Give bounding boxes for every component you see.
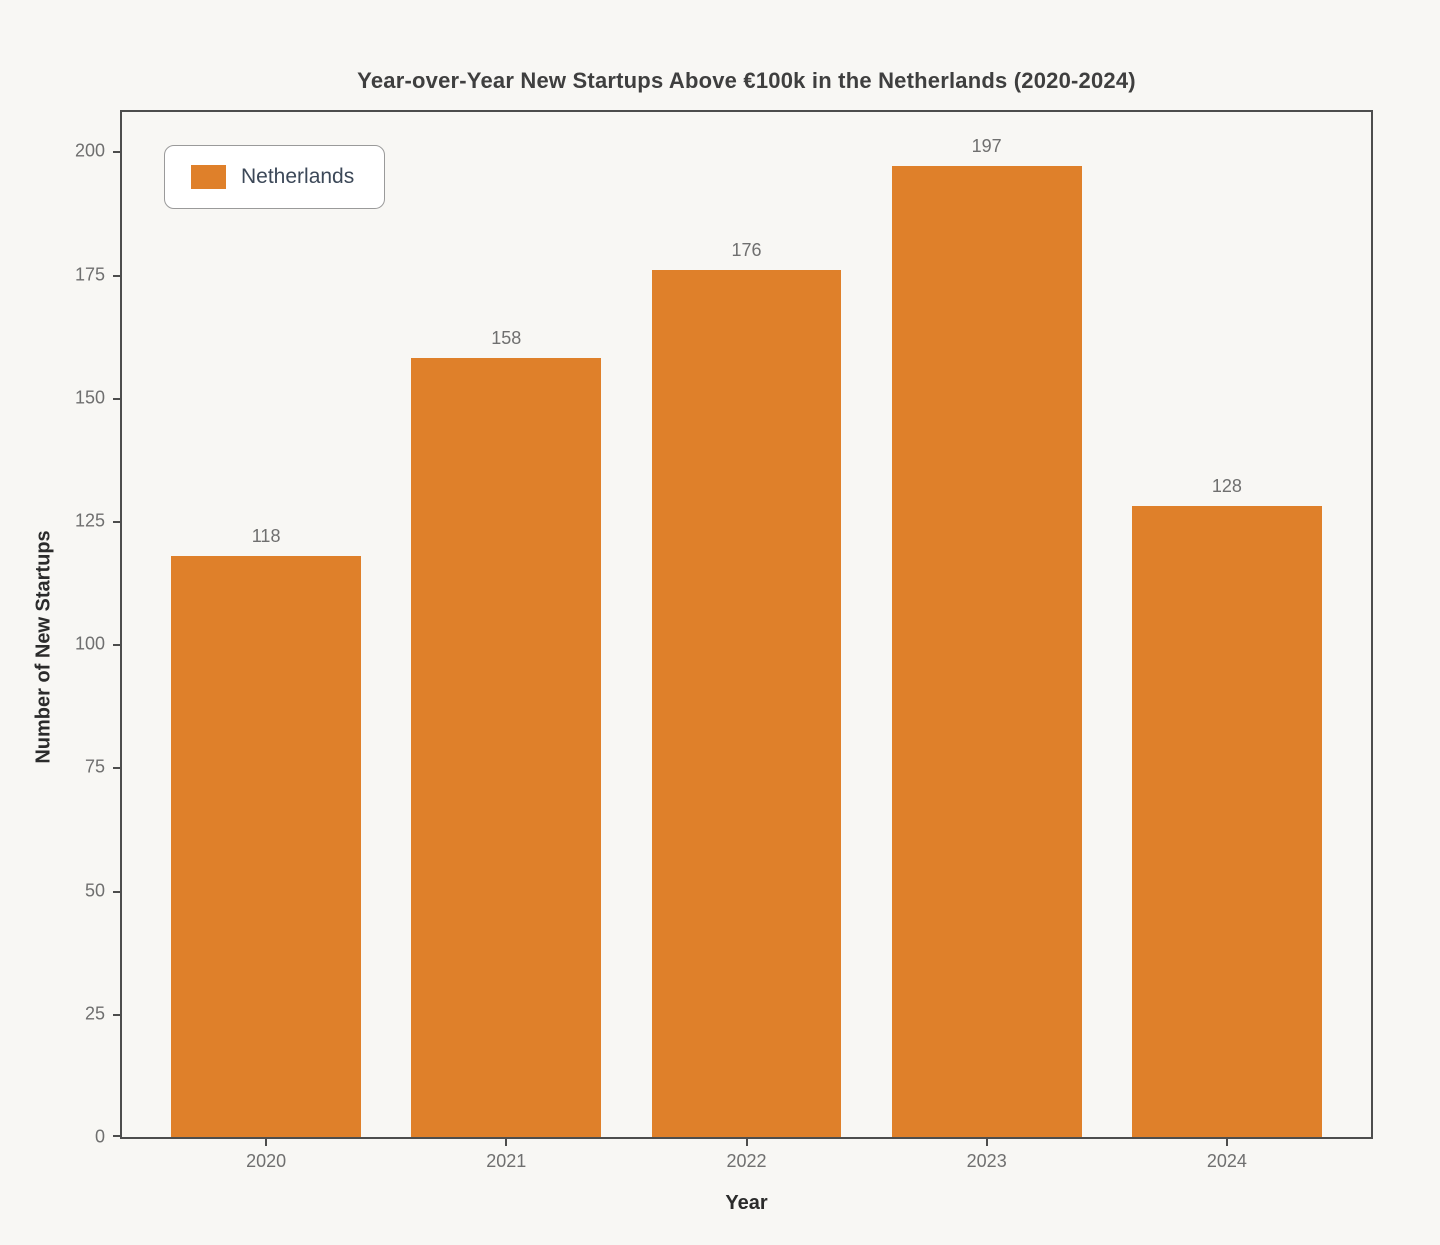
- bar-2022: [651, 269, 842, 1137]
- x-tick-label: 2024: [1206, 1151, 1247, 1171]
- x-axis-label: Year: [725, 1192, 768, 1214]
- bar-2020: [171, 555, 361, 1137]
- x-tick-mark: [985, 1137, 988, 1146]
- legend: Netherlands: [164, 145, 386, 209]
- y-tick-label: 200: [74, 140, 105, 161]
- y-tick-label: 175: [74, 264, 105, 285]
- bar-value-label: 118: [251, 525, 281, 546]
- bar-2021: [411, 358, 602, 1137]
- y-tick-mark: [113, 151, 122, 154]
- y-tick-mark: [113, 274, 122, 277]
- x-tick-mark: [1225, 1137, 1228, 1146]
- legend-label: Netherlands: [241, 165, 355, 188]
- plot-area: Netherlands 0 25 50 75 100 125 150 175 200 118 202…: [75, 110, 1373, 1171]
- bar-value-label: 128: [1211, 476, 1242, 497]
- y-tick-mark: [113, 1013, 122, 1016]
- y-tick-label: 25: [84, 1003, 105, 1024]
- x-tick-label: 2020: [246, 1151, 287, 1171]
- bar-2024: [1132, 506, 1322, 1137]
- bar-2023: [891, 166, 1082, 1137]
- x-tick-mark: [745, 1137, 748, 1146]
- bar-value-label: 158: [491, 328, 522, 349]
- bar-value-label: 176: [731, 239, 762, 260]
- y-tick-label: 50: [84, 880, 105, 901]
- x-tick-label: 2023: [966, 1151, 1007, 1171]
- y-tick-label: 75: [84, 756, 105, 777]
- x-tick-mark: [265, 1137, 268, 1146]
- y-tick-label: 100: [74, 633, 105, 654]
- bar-value-label: 197: [971, 136, 1002, 157]
- y-axis-label: Number of New Startups: [32, 530, 55, 764]
- legend-swatch-netherlands: [191, 165, 226, 189]
- x-tick-label: 2022: [726, 1151, 767, 1171]
- y-tick-mark: [113, 521, 122, 523]
- y-tick-mark: [113, 644, 122, 647]
- y-tick-label: 125: [74, 510, 105, 531]
- y-tick-label: 0: [94, 1126, 105, 1147]
- y-tick-mark: [113, 890, 122, 893]
- chart-title: Year-over-Year New Startups Above €100k …: [357, 68, 1136, 93]
- y-tick-mark: [113, 1135, 122, 1137]
- y-tick-mark: [113, 397, 122, 400]
- x-tick-label: 2021: [486, 1151, 527, 1171]
- x-tick-mark: [505, 1137, 508, 1146]
- y-tick-mark: [113, 767, 122, 770]
- y-tick-label: 150: [74, 387, 105, 408]
